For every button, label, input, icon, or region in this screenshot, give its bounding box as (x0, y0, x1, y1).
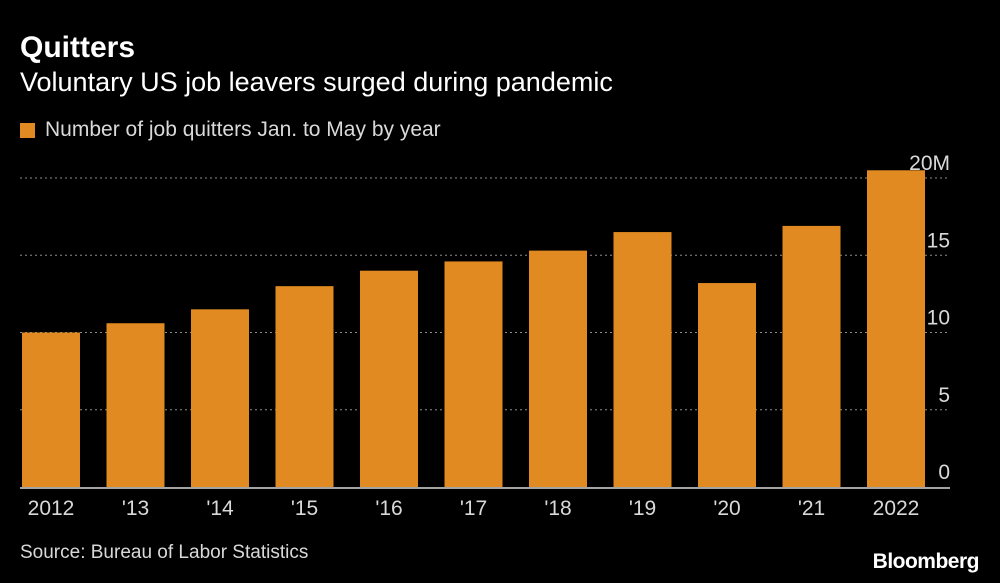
y-tick-label: 5 (938, 384, 950, 407)
y-tick-label: 10 (927, 307, 950, 330)
legend-label: Number of job quitters Jan. to May by ye… (45, 118, 441, 141)
chart-title: Quitters (20, 31, 136, 64)
x-tick-label: '16 (375, 497, 402, 520)
bar-19 (613, 232, 672, 487)
x-tick-label: '14 (206, 497, 234, 520)
x-tick-label: 2022 (873, 497, 920, 520)
legend: Number of job quitters Jan. to May by ye… (20, 118, 441, 142)
x-tick-label: '19 (629, 497, 656, 520)
bar-13 (106, 323, 165, 487)
bar-15 (275, 286, 334, 487)
source-note: Source: Bureau of Labor Statistics (20, 542, 309, 563)
bar-20 (698, 283, 756, 487)
y-tick-label: 15 (927, 229, 950, 252)
x-tick-label: '20 (713, 497, 740, 520)
brand-logo: Bloomberg (872, 550, 980, 573)
bar-18 (529, 250, 587, 487)
x-tick-label: '13 (122, 497, 149, 520)
x-tick-label: 2012 (28, 497, 75, 520)
x-tick-label: '15 (291, 497, 318, 520)
y-tick-label: 20M (909, 152, 950, 175)
x-tick-label: '18 (544, 497, 571, 520)
y-tick-label: 0 (938, 461, 950, 484)
bar-2012 (22, 332, 80, 487)
bar-21 (782, 225, 841, 487)
bar-2022 (867, 170, 925, 487)
bar-14 (191, 309, 249, 487)
x-tick-label: '21 (798, 497, 825, 520)
x-tick-label: '17 (460, 497, 487, 520)
legend-swatch (20, 122, 35, 138)
bar-17 (444, 261, 503, 487)
bar-16 (360, 270, 418, 487)
chart-subtitle: Voluntary US job leavers surged during p… (20, 67, 613, 97)
